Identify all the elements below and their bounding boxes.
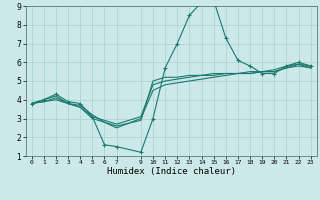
X-axis label: Humidex (Indice chaleur): Humidex (Indice chaleur): [107, 167, 236, 176]
